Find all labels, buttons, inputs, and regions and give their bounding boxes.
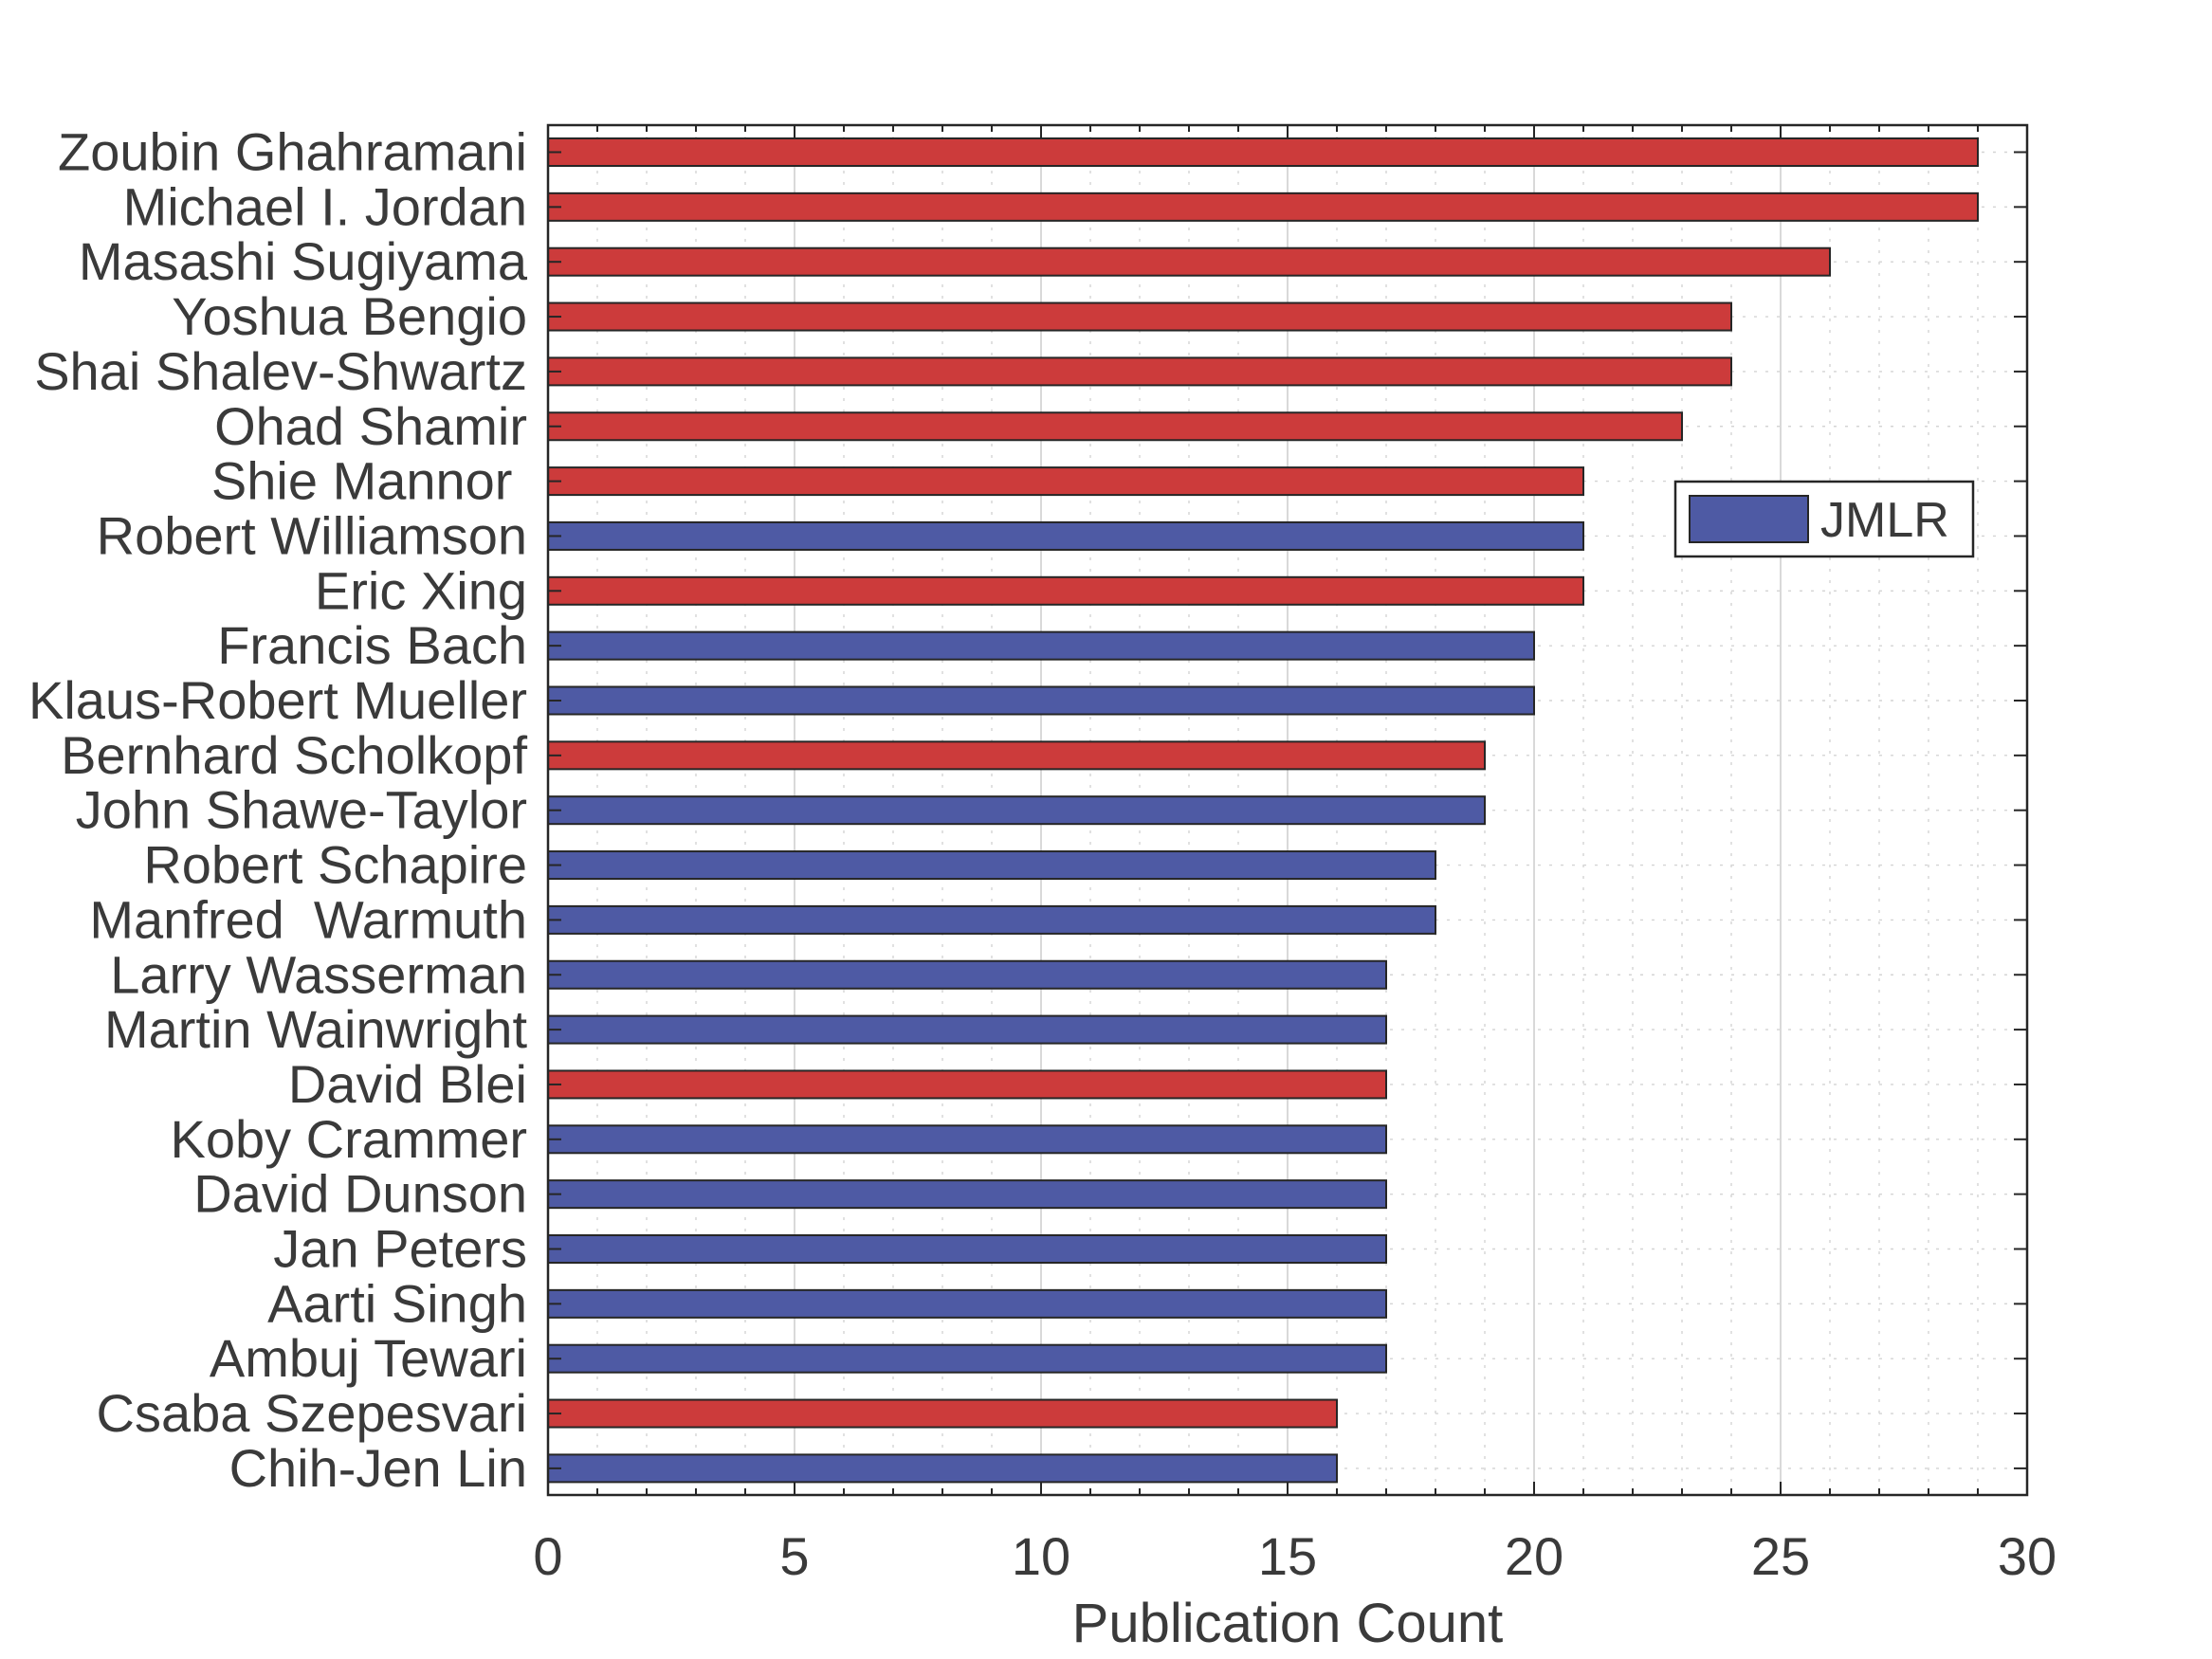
legend-swatch-jmlr: [1689, 495, 1809, 543]
bar: [547, 1124, 1387, 1155]
y-tick-label: Bernhard Scholkopf: [61, 725, 527, 785]
bar: [547, 466, 1584, 497]
bar: [547, 356, 1732, 387]
y-tick-label: David Dunson: [193, 1164, 527, 1224]
bar: [547, 191, 1979, 222]
y-tick-label: Francis Bach: [217, 615, 527, 675]
bar: [547, 1234, 1387, 1264]
y-tick-label: Klaus-Robert Mueller: [28, 670, 527, 730]
y-tick-label: Shai Shalev-Shwartz: [34, 341, 527, 401]
y-tick-label: Martin Wainwright: [104, 999, 527, 1059]
x-tick-label: 5: [779, 1526, 809, 1586]
bar: [547, 685, 1535, 716]
bar: [547, 1288, 1387, 1319]
y-tick-label: Robert Williamson: [97, 505, 527, 565]
bar: [547, 1014, 1387, 1045]
y-tick-label: Jan Peters: [273, 1219, 527, 1279]
bar: [547, 1398, 1338, 1429]
y-tick-label: Aarti Singh: [267, 1273, 527, 1333]
y-tick-label: Eric Xing: [315, 560, 527, 620]
bar: [547, 520, 1584, 551]
y-tick-label: Chih-Jen Lin: [229, 1438, 527, 1498]
bar: [547, 137, 1979, 167]
x-tick-label: 30: [1998, 1526, 2057, 1586]
bar: [547, 959, 1387, 990]
x-tick-label: 10: [1012, 1526, 1070, 1586]
bar: [547, 246, 1831, 277]
bar: [547, 1069, 1387, 1100]
x-tick-label: 25: [1751, 1526, 1810, 1586]
bar: [547, 630, 1535, 661]
y-tick-label: Ambuj Tewari: [210, 1328, 527, 1388]
y-tick-label: Csaba Szepesvari: [97, 1383, 527, 1443]
bar: [547, 1343, 1387, 1374]
y-tick-label: Larry Wasserman: [110, 944, 527, 1004]
y-tick-label: Manfred Warmuth: [89, 889, 527, 949]
y-tick-label: David Blei: [288, 1054, 527, 1114]
bar: [547, 1179, 1387, 1210]
y-tick-label: Zoubin Ghahramani: [58, 122, 527, 182]
y-tick-label: Robert Schapire: [143, 835, 527, 895]
bar: [547, 850, 1436, 881]
bar: [547, 795, 1486, 826]
bar: [547, 575, 1584, 606]
bar: [547, 904, 1436, 935]
x-tick-label: 15: [1258, 1526, 1317, 1586]
x-tick-label: 0: [533, 1526, 562, 1586]
y-tick-label: John Shawe-Taylor: [76, 780, 527, 840]
x-axis-tick-labels: 0 5 10 15 20 25 30: [533, 1526, 2057, 1586]
bar: [547, 740, 1486, 771]
y-tick-label: Yoshua Bengio: [172, 286, 527, 346]
x-axis-title: Publication Count: [1072, 1593, 1504, 1654]
axis-ticks: [547, 125, 2028, 1495]
y-tick-label: Shie Mannor: [211, 451, 527, 511]
legend: JMLR: [1673, 480, 1975, 558]
y-tick-label: Ohad Shamir: [214, 396, 527, 456]
y-tick-label: Masashi Sugiyama: [79, 231, 528, 291]
bar: [547, 1453, 1338, 1484]
x-tick-label: 20: [1505, 1526, 1563, 1586]
bars: [547, 137, 1979, 1484]
bar: [547, 411, 1683, 442]
y-tick-label: Michael I. Jordan: [123, 176, 527, 236]
y-tick-label: Koby Crammer: [170, 1109, 527, 1169]
bar: [547, 301, 1732, 332]
legend-label-jmlr: JMLR: [1820, 493, 1949, 548]
